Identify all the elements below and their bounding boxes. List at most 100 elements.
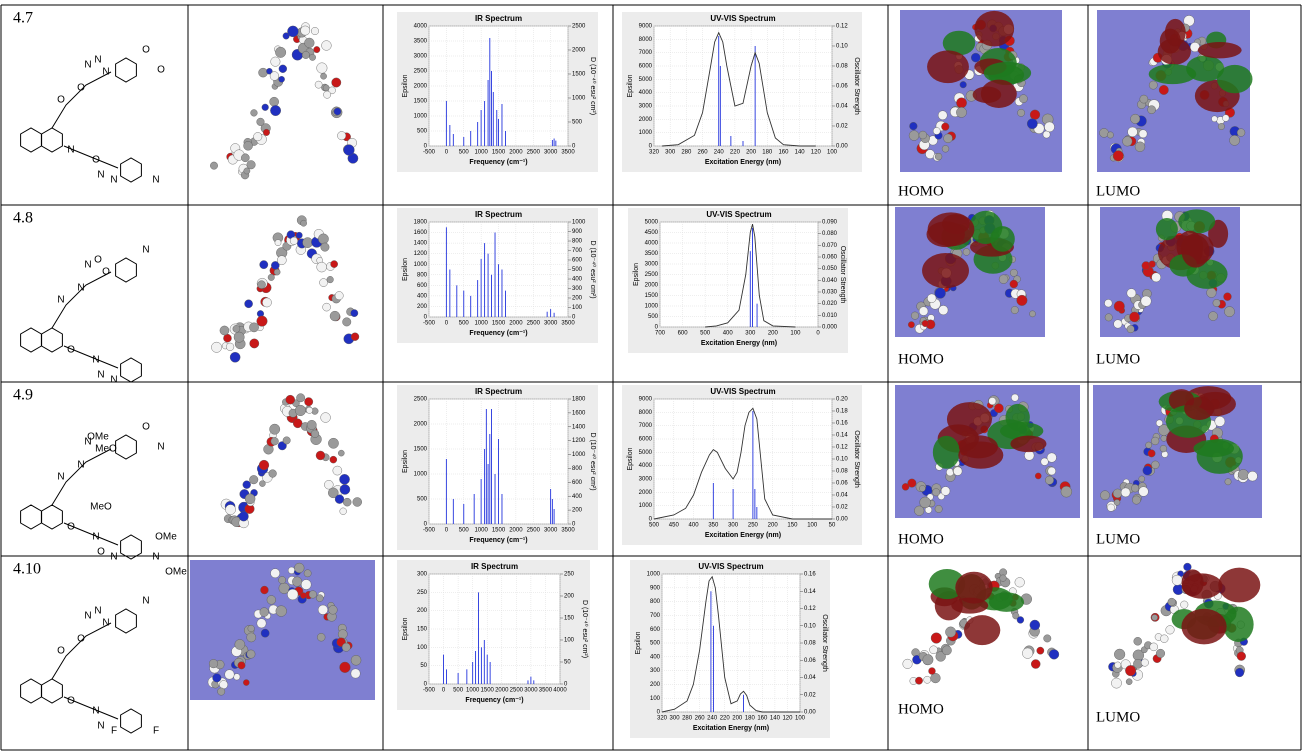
atom bbox=[314, 80, 323, 89]
atom bbox=[333, 107, 342, 116]
atom bbox=[210, 161, 218, 170]
y-tick-label: 2500 bbox=[414, 397, 428, 403]
spectrum-title: UV-VIS Spectrum bbox=[698, 562, 763, 571]
atom bbox=[268, 469, 277, 478]
atom bbox=[1113, 300, 1125, 312]
ring bbox=[41, 327, 63, 353]
atom-label: N bbox=[157, 442, 164, 453]
y-tick-label: 1500 bbox=[414, 447, 428, 453]
y2-tick-label: 0.14 bbox=[804, 589, 816, 595]
atom bbox=[934, 505, 943, 513]
atom-label: MeO bbox=[90, 502, 112, 513]
atom bbox=[260, 585, 269, 595]
x-tick-label: 200 bbox=[768, 331, 779, 337]
y-tick-label: 1500 bbox=[645, 293, 659, 299]
atom bbox=[1148, 80, 1158, 90]
y-tick-label: 0 bbox=[424, 315, 428, 321]
y2-tick-label: 1000 bbox=[572, 96, 586, 102]
y-tick-label: 4000 bbox=[414, 24, 428, 30]
x-tick-label: 150 bbox=[787, 523, 798, 529]
x-tick-label: 180 bbox=[745, 716, 756, 722]
atom bbox=[342, 497, 352, 507]
lumo-label: LUMO bbox=[1096, 351, 1140, 367]
y2-tick-label: 0.030 bbox=[822, 290, 838, 296]
atom bbox=[1045, 475, 1054, 485]
atom bbox=[918, 130, 928, 140]
atom-label: N bbox=[92, 532, 99, 543]
atom bbox=[934, 152, 943, 161]
y2-tick-label: 0.090 bbox=[822, 220, 838, 226]
atom bbox=[932, 127, 941, 135]
atom bbox=[282, 436, 291, 445]
y2-tick-label: 0.02 bbox=[804, 692, 816, 698]
atom-label: N bbox=[152, 175, 159, 186]
atom bbox=[253, 132, 263, 142]
x-axis-label: Frequency (cm⁻¹) bbox=[469, 537, 527, 544]
orbital-lobe bbox=[926, 221, 965, 248]
atom bbox=[994, 403, 1004, 414]
atom bbox=[277, 255, 287, 265]
orbital-lobe bbox=[999, 422, 1044, 440]
y-tick-label: 9000 bbox=[639, 397, 653, 403]
atom bbox=[1125, 665, 1137, 677]
y-tick-label: 50 bbox=[420, 663, 427, 669]
x-tick-label: 3000 bbox=[544, 321, 558, 327]
homo-label: HOMO bbox=[898, 183, 944, 199]
atom bbox=[217, 687, 226, 696]
atom-label: O bbox=[102, 267, 110, 278]
spectrum-curve bbox=[705, 223, 796, 328]
atom bbox=[350, 332, 360, 341]
atom bbox=[256, 315, 268, 327]
y-tick-label: 1000 bbox=[639, 503, 653, 509]
orbital-lobe bbox=[955, 571, 993, 604]
atom bbox=[1111, 677, 1122, 689]
y2-axis-label: Oscillator Strength bbox=[839, 246, 846, 304]
x-axis-label: Excitation Energy (nm) bbox=[701, 340, 777, 347]
compound-number: 4.9 bbox=[13, 387, 33, 404]
atom bbox=[1014, 577, 1025, 588]
atom bbox=[212, 673, 222, 683]
orbital-lobe bbox=[1197, 42, 1242, 59]
atom bbox=[1212, 299, 1221, 307]
atom bbox=[350, 668, 361, 679]
atom bbox=[1016, 616, 1025, 624]
atom bbox=[232, 325, 241, 333]
atom bbox=[1142, 465, 1153, 476]
atom bbox=[1114, 661, 1122, 669]
y-tick-label: 700 bbox=[650, 613, 661, 619]
atom-label: N bbox=[92, 355, 99, 366]
homo-label: HOMO bbox=[898, 701, 944, 717]
y-tick-label: 3000 bbox=[645, 262, 659, 268]
x-axis-label: Frequency (cm⁻¹) bbox=[469, 330, 527, 337]
atom bbox=[1040, 457, 1049, 466]
atom bbox=[1130, 113, 1141, 124]
compound-number: 4.10 bbox=[13, 561, 41, 578]
y-tick-label: 1000 bbox=[414, 262, 428, 268]
plot-area bbox=[653, 25, 833, 147]
atom bbox=[243, 141, 253, 151]
y2-axis-label: D (10⁻⁴⁰ esu² cm²) bbox=[589, 240, 597, 298]
atom bbox=[292, 576, 303, 587]
atom bbox=[1047, 466, 1056, 476]
atom bbox=[1147, 449, 1156, 458]
y-tick-label: 0 bbox=[649, 144, 653, 150]
atom bbox=[998, 274, 1009, 284]
atom bbox=[935, 651, 946, 662]
ring bbox=[20, 504, 42, 530]
x-tick-label: 140 bbox=[770, 716, 781, 722]
spectrum-curve bbox=[662, 31, 816, 147]
y-tick-label: 3500 bbox=[414, 39, 428, 45]
atom bbox=[1151, 272, 1162, 283]
atom bbox=[316, 594, 324, 602]
atom bbox=[1009, 268, 1018, 277]
x-tick-label: 2500 bbox=[527, 150, 541, 156]
atom bbox=[1229, 135, 1240, 146]
atom bbox=[303, 569, 312, 578]
atom bbox=[1222, 114, 1230, 122]
y2-tick-label: 0.14 bbox=[836, 433, 848, 439]
atom bbox=[295, 231, 303, 239]
atom bbox=[300, 25, 311, 36]
x-axis-label: Excitation Energy (nm) bbox=[693, 725, 769, 732]
atom bbox=[1211, 115, 1218, 123]
x-tick-label: 50 bbox=[829, 523, 836, 529]
